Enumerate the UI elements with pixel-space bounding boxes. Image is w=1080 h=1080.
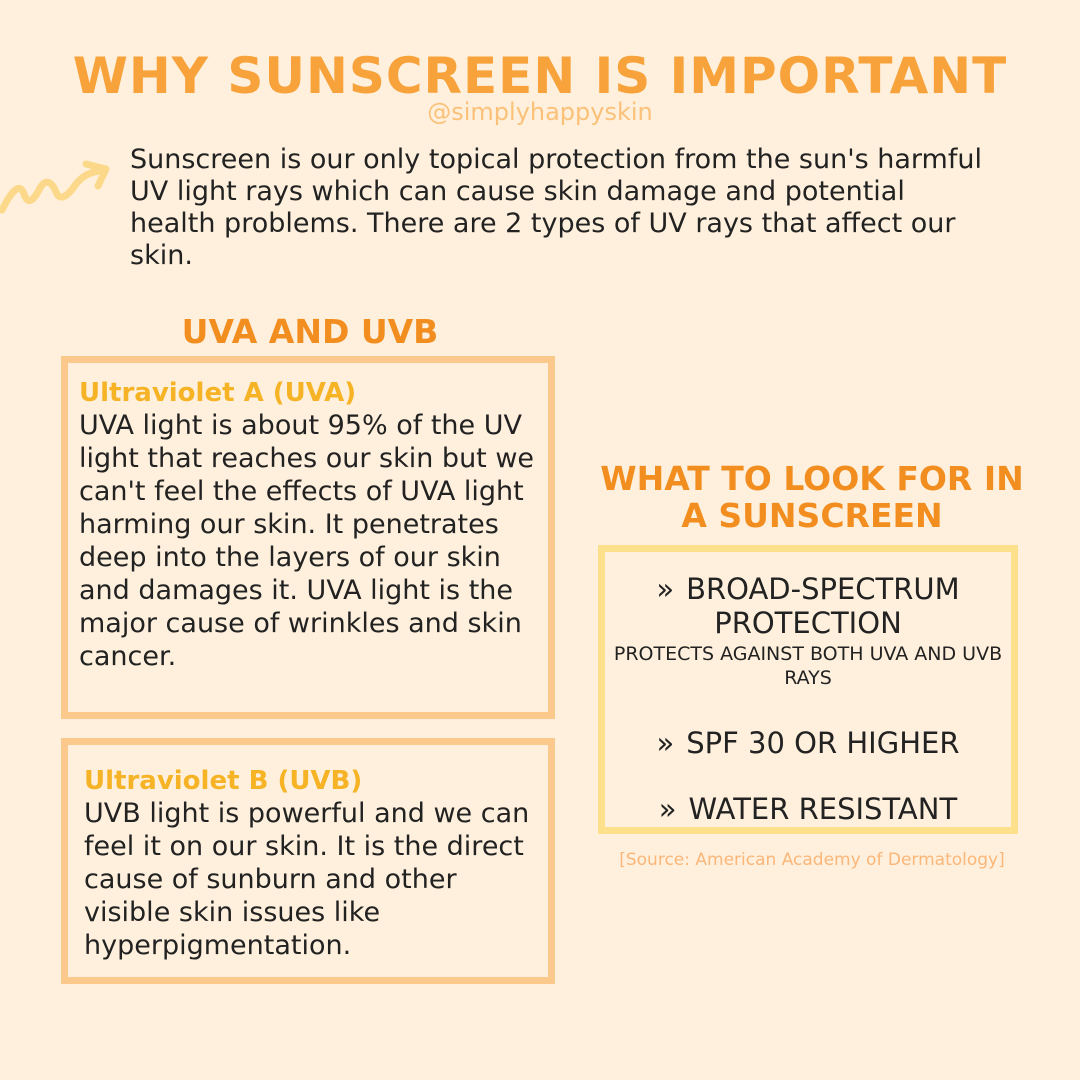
look-section-heading: WHAT TO LOOK FOR IN A SUNSCREEN — [600, 459, 1024, 535]
look-item-main: SPF 30 OR HIGHER — [686, 726, 960, 760]
look-for-card: » BROAD-SPECTRUM PROTECTION PROTECTS AGAI… — [598, 545, 1018, 834]
uva-body: UVA light is about 95% of the UV light t… — [79, 410, 535, 672]
account-handle: @simplyhappyskin — [427, 98, 653, 126]
uva-card: Ultraviolet A (UVA) UVA light is about 9… — [61, 356, 555, 719]
look-item-spf: » SPF 30 OR HIGHER — [605, 726, 1011, 760]
source-citation: [Source: American Academy of Dermatology… — [619, 850, 1005, 870]
page-title: WHY SUNSCREEN IS IMPORTANT — [72, 47, 1008, 105]
bullet-icon: » — [656, 726, 675, 760]
uvb-body: UVB light is powerful and we can feel it… — [84, 798, 530, 961]
bullet-icon: » — [658, 792, 677, 826]
squiggle-arrow-icon — [0, 160, 110, 214]
look-item-water-resistant: » WATER RESISTANT — [605, 792, 1011, 826]
uvb-title: Ultraviolet B (UVB) — [84, 766, 363, 796]
look-item-main: BROAD-SPECTRUM PROTECTION — [686, 572, 960, 640]
uv-section-heading: UVA AND UVB — [181, 312, 439, 351]
uva-title: Ultraviolet A (UVA) — [79, 378, 357, 408]
look-item-main: WATER RESISTANT — [688, 792, 958, 826]
look-item-broad-spectrum: » BROAD-SPECTRUM PROTECTION PROTECTS AGAI… — [605, 572, 1011, 690]
look-item-sub: PROTECTS AGAINST BOTH UVA AND UVB RAYS — [613, 643, 1003, 689]
uvb-card: Ultraviolet B (UVB) UVB light is powerfu… — [61, 738, 555, 984]
intro-text: Sunscreen is our only topical protection… — [130, 144, 982, 271]
bullet-icon: » — [656, 572, 675, 606]
